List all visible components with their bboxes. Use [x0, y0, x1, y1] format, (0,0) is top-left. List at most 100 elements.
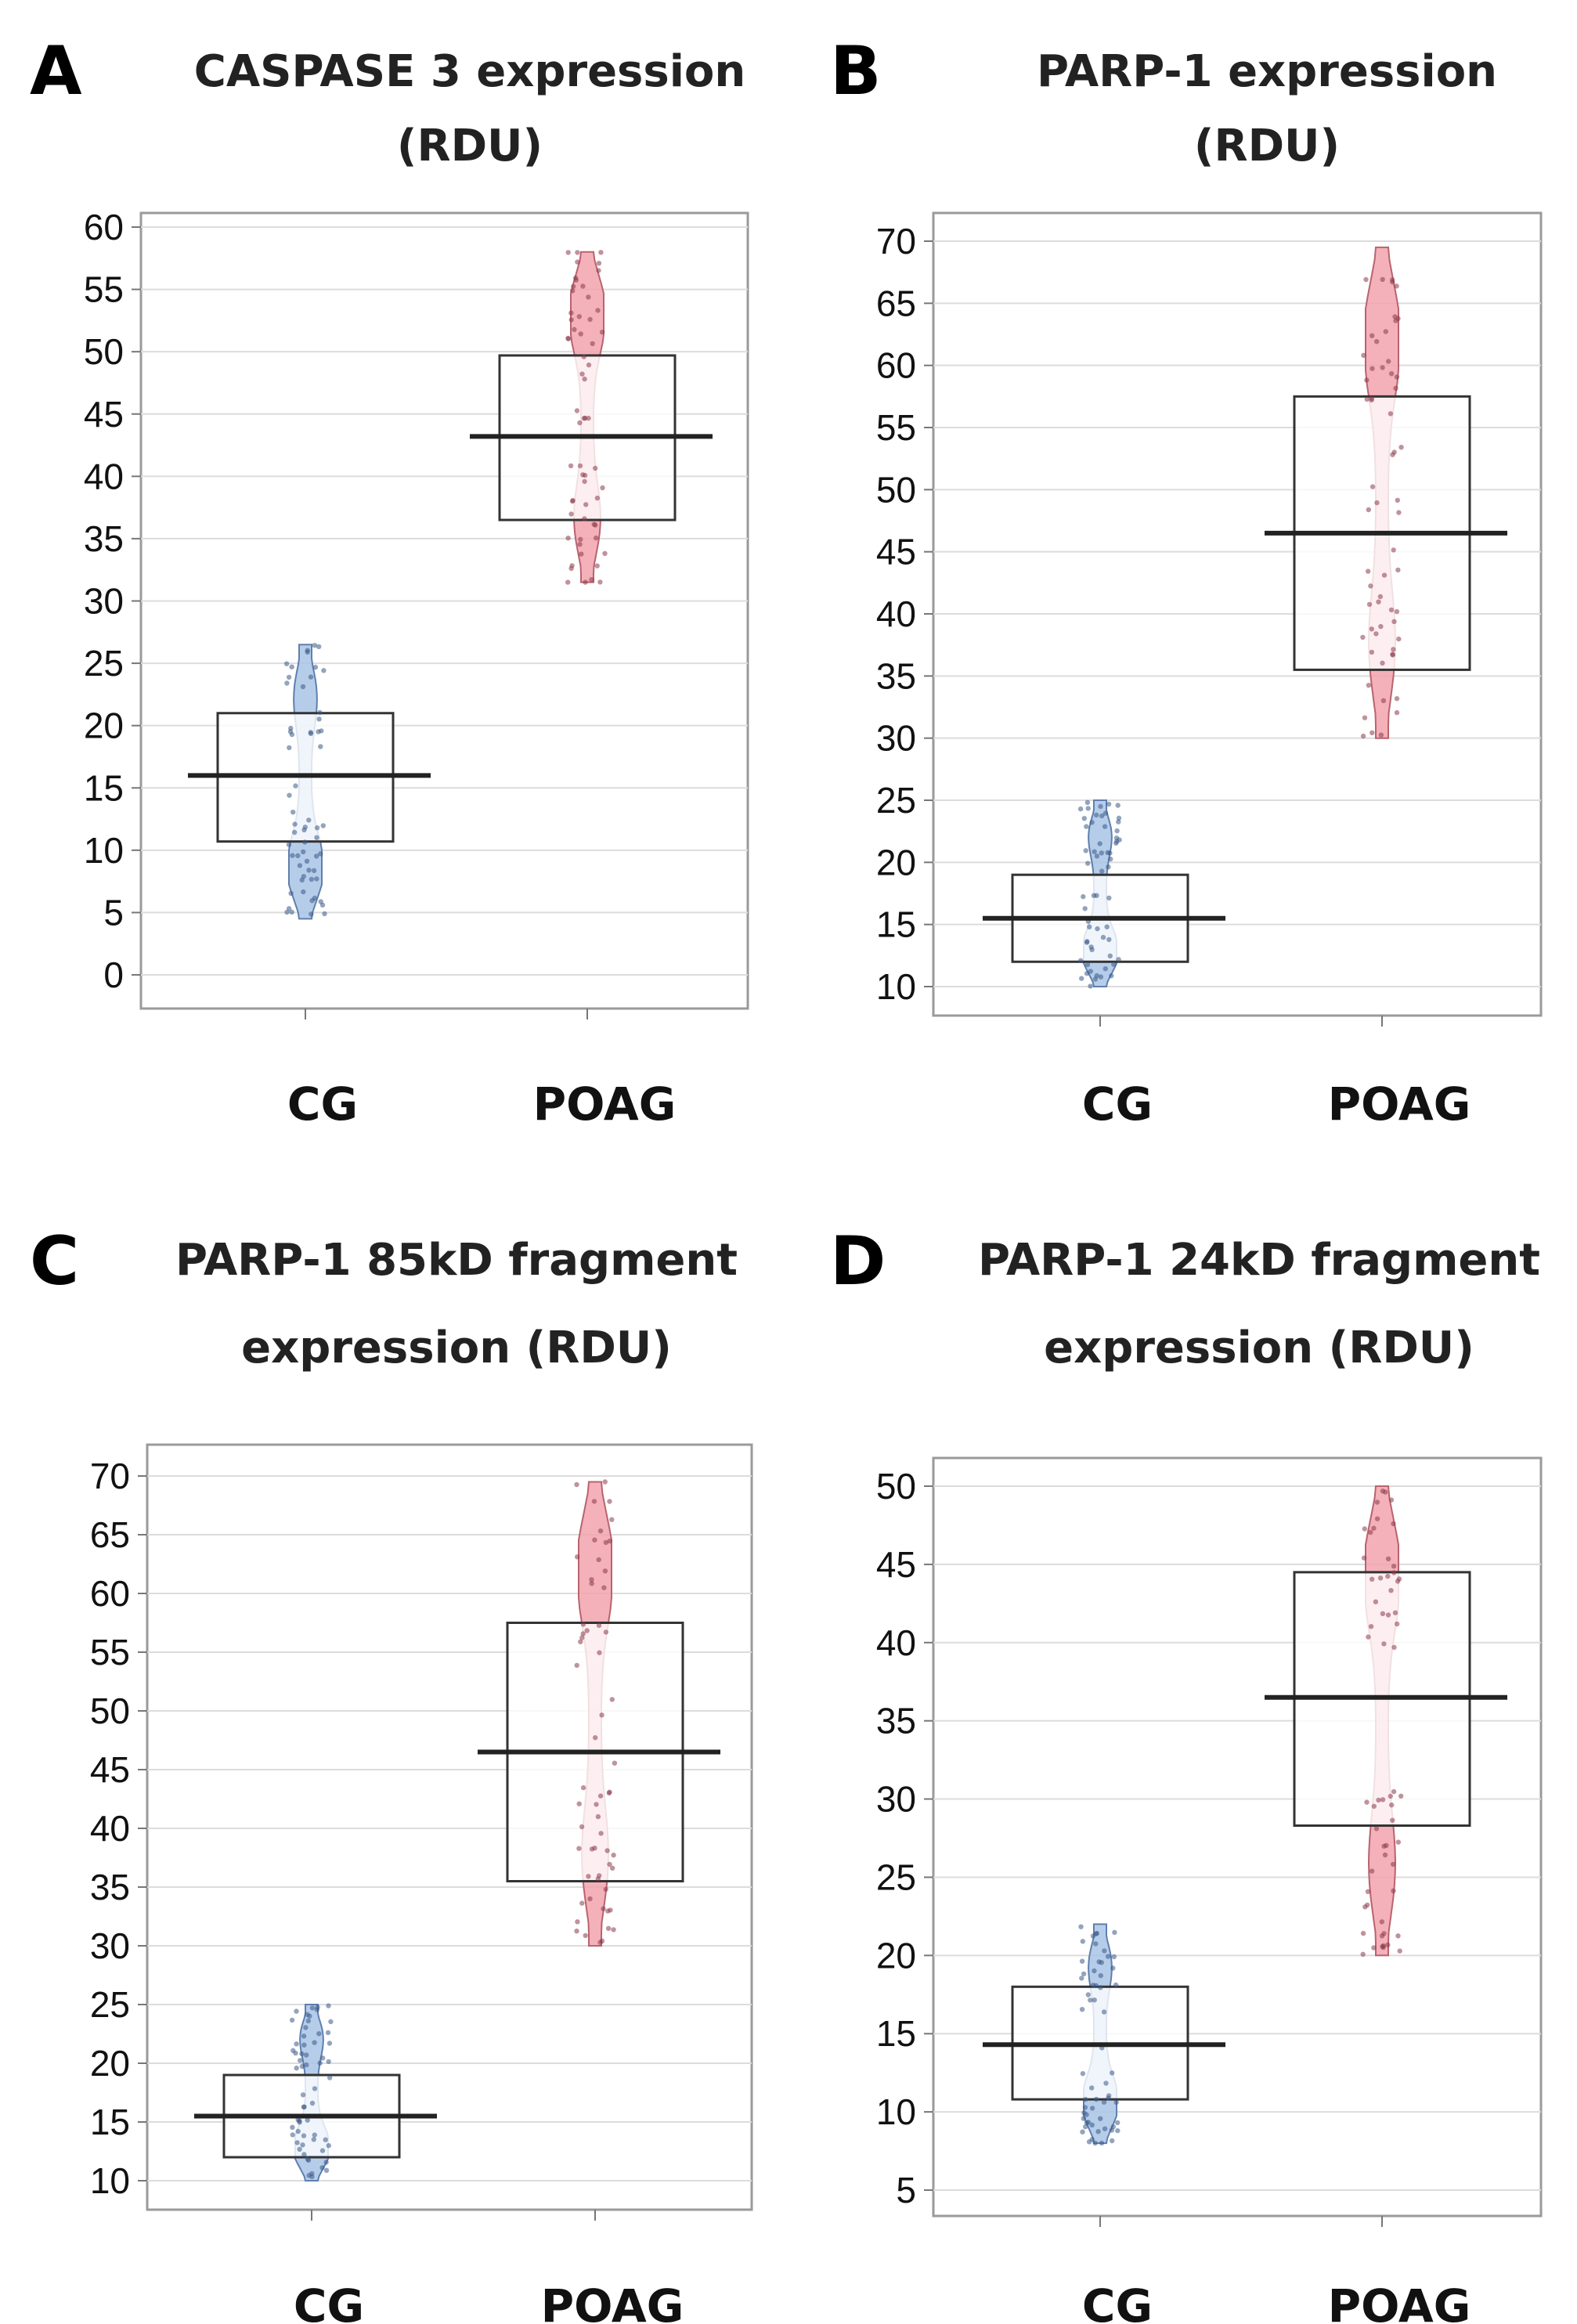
data-point	[1093, 2096, 1099, 2102]
data-point	[305, 2018, 311, 2024]
y-tick-label: 60	[90, 1573, 130, 1614]
data-point	[1382, 1852, 1388, 1858]
data-point	[1370, 366, 1375, 371]
data-point	[314, 835, 319, 840]
y-tick-label: 20	[876, 1935, 916, 1976]
data-point	[1101, 2099, 1107, 2105]
data-point	[1078, 1924, 1084, 1929]
data-point	[292, 829, 298, 835]
data-point	[1377, 594, 1384, 600]
data-point	[1371, 1525, 1377, 1531]
data-point	[1360, 733, 1366, 739]
data-point	[608, 1907, 613, 1913]
data-point	[1094, 1930, 1100, 1936]
data-point	[1114, 828, 1120, 834]
data-point	[1378, 732, 1384, 738]
data-point	[602, 1479, 608, 1485]
data-point	[572, 275, 579, 281]
data-point	[317, 2060, 323, 2066]
data-point	[1374, 500, 1380, 506]
data-point	[316, 729, 321, 734]
data-point	[284, 909, 290, 915]
y-tick-label: 30	[90, 1925, 130, 1966]
data-point	[1101, 2009, 1107, 2015]
data-point	[304, 2052, 309, 2058]
data-point	[1388, 1588, 1394, 1593]
data-point	[1366, 601, 1373, 608]
data-point	[312, 895, 318, 901]
data-point	[1104, 924, 1110, 929]
data-point	[1360, 634, 1366, 641]
data-point	[314, 876, 319, 882]
data-point	[302, 839, 308, 845]
data-point	[1371, 1803, 1377, 1809]
data-point	[1394, 608, 1400, 615]
data-point	[1080, 2071, 1086, 2077]
data-point	[572, 327, 577, 332]
data-point	[576, 1846, 582, 1851]
data-point	[1116, 957, 1121, 962]
data-point	[320, 823, 326, 828]
y-tick-label: 5	[896, 2170, 916, 2210]
data-point	[603, 1539, 608, 1546]
data-point	[1110, 1965, 1116, 1971]
y-tick-label: 35	[876, 1701, 916, 1741]
data-point	[583, 1932, 588, 1939]
data-point	[587, 316, 593, 323]
data-point	[1373, 631, 1379, 637]
data-point	[317, 709, 323, 716]
data-point	[1370, 730, 1375, 735]
data-point	[596, 1622, 602, 1628]
data-point	[1396, 636, 1402, 642]
data-point	[1380, 1797, 1386, 1803]
data-point	[1392, 1610, 1398, 1615]
data-point	[328, 2019, 334, 2025]
data-point	[580, 472, 586, 478]
data-point	[1116, 819, 1121, 825]
data-point	[1386, 359, 1391, 364]
data-point	[290, 853, 295, 858]
data-point	[294, 2066, 299, 2071]
data-point	[1395, 1933, 1401, 1939]
data-point	[578, 331, 583, 337]
data-point	[1089, 2106, 1095, 2111]
data-point	[1371, 1945, 1377, 1951]
data-point	[1391, 449, 1397, 455]
data-point	[1364, 396, 1370, 402]
data-point	[1094, 893, 1099, 898]
data-point	[584, 1628, 590, 1633]
data-point	[568, 310, 574, 316]
data-point	[580, 283, 586, 289]
data-point	[323, 2160, 329, 2165]
data-point	[603, 1629, 609, 1635]
y-tick-label: 10	[876, 2091, 916, 2132]
data-point	[311, 868, 317, 874]
y-tick-label: 45	[84, 394, 124, 435]
data-point	[595, 1813, 601, 1820]
data-point	[295, 2128, 301, 2135]
panel-letter: C	[30, 1222, 79, 1301]
data-point	[1366, 1634, 1371, 1640]
data-point	[1110, 2138, 1115, 2144]
data-point	[1374, 339, 1380, 345]
panel-letter: D	[830, 1222, 886, 1301]
data-point	[1381, 572, 1388, 578]
data-point	[1106, 2095, 1111, 2101]
data-point	[287, 745, 292, 751]
data-point	[1095, 926, 1100, 932]
data-point	[299, 877, 305, 883]
data-point	[1088, 1997, 1093, 2003]
data-point	[309, 2100, 316, 2106]
data-point	[597, 1793, 604, 1799]
data-point	[1364, 377, 1370, 383]
data-point	[610, 1865, 615, 1871]
data-point	[1109, 973, 1114, 979]
data-point	[575, 250, 580, 255]
data-point	[286, 842, 292, 847]
data-point	[1379, 1933, 1385, 1939]
y-tick-label: 10	[84, 830, 124, 871]
data-point	[1366, 568, 1371, 574]
data-point	[290, 2132, 295, 2138]
y-tick-label: 55	[84, 269, 124, 310]
data-point	[1102, 966, 1109, 972]
